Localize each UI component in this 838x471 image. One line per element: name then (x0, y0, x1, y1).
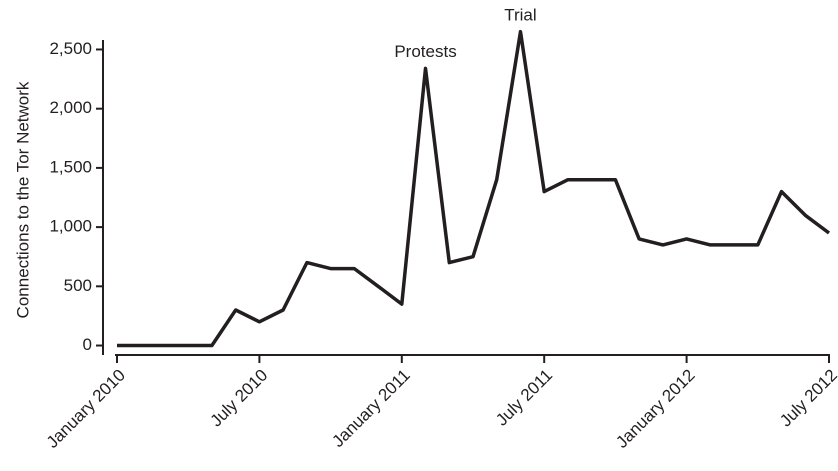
y-tick-label: 1,000 (49, 217, 92, 236)
x-tick-label: July 2010 (207, 366, 272, 431)
annotation: Trial (504, 5, 536, 24)
x-tick-label: January 2010 (43, 366, 129, 452)
y-tick-label: 500 (64, 276, 92, 295)
y-tick-label: 0 (83, 335, 92, 354)
y-tick-label: 1,500 (49, 157, 92, 176)
annotation: Protests (394, 42, 456, 61)
y-tick-label: 2,500 (49, 39, 92, 58)
x-tick-label: January 2011 (328, 366, 413, 451)
data-line (117, 29, 831, 348)
y-tick-label: 2,000 (49, 98, 92, 117)
x-tick-label: July 2012 (776, 366, 838, 431)
x-tick-label: July 2011 (492, 366, 556, 430)
y-axis-label: Connections to the Tor Network (13, 81, 32, 318)
x-tick-label: January 2012 (612, 366, 698, 452)
